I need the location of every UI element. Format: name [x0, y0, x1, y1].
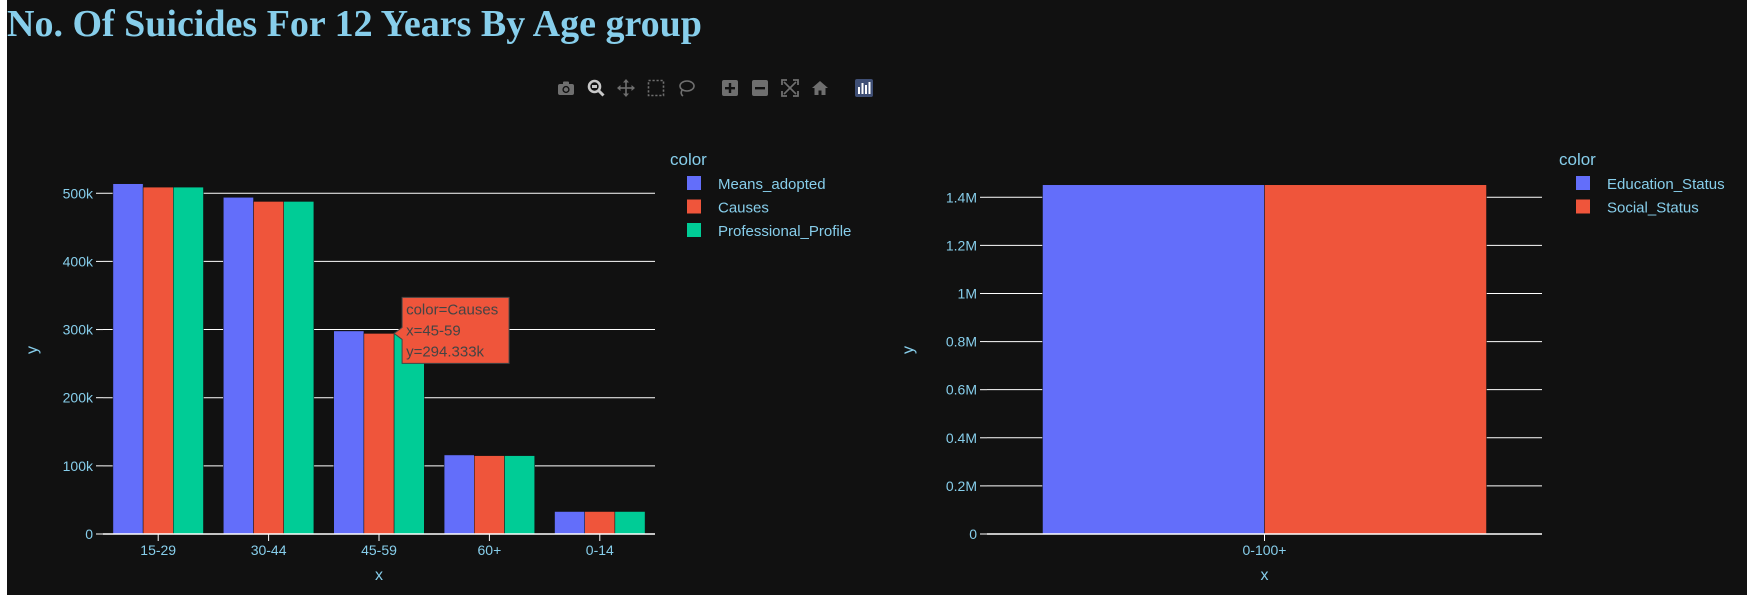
bar-means-adopted	[554, 511, 585, 535]
hover-tooltip-line: color=Causes	[406, 301, 498, 318]
legend-swatch	[687, 176, 701, 190]
x-axis-title: x	[1261, 567, 1269, 584]
bar-means-adopted	[443, 454, 475, 535]
zoom-in-icon[interactable]	[719, 77, 741, 99]
y-tick-label: 0.6M	[946, 382, 977, 398]
autoscale-icon[interactable]	[779, 77, 801, 99]
zoom-icon[interactable]	[585, 77, 607, 99]
bar-professional-profile	[283, 201, 315, 535]
camera-icon[interactable]	[555, 77, 577, 99]
bar-education-status	[1042, 184, 1265, 535]
y-tick-label: 300k	[63, 322, 94, 338]
y-tick-label: 1.2M	[946, 237, 977, 253]
bar-means-adopted	[223, 197, 254, 535]
x-tick-label: 45-59	[361, 542, 397, 558]
y-tick-label: 1.4M	[946, 189, 977, 205]
bar-causes	[474, 455, 505, 535]
legend-item-label: Professional_Profile	[718, 223, 851, 240]
legend-swatch	[687, 199, 701, 214]
hover-tooltip-line: x=45-59	[406, 322, 461, 339]
legend-swatch	[1576, 176, 1590, 190]
y-tick-label: 400k	[63, 253, 94, 269]
legend-item-label: Means_adopted	[718, 176, 826, 193]
x-tick-label: 0-100+	[1243, 542, 1287, 558]
legend-title: color	[1559, 150, 1596, 169]
bar-causes	[584, 511, 616, 535]
y-tick-label: 0.2M	[946, 478, 977, 494]
bar-professional-profile	[614, 511, 646, 535]
x-axis-title: x	[375, 567, 383, 584]
hover-tooltip	[393, 296, 510, 364]
pan-icon[interactable]	[615, 77, 637, 99]
bar-causes	[253, 201, 284, 535]
y-tick-label: 0	[969, 526, 977, 542]
bar-professional-profile	[504, 455, 535, 535]
y-tick-label: 0	[85, 526, 93, 542]
x-tick-label: 15-29	[140, 542, 176, 558]
box-select-icon[interactable]	[645, 77, 667, 99]
x-tick-label: 60+	[478, 542, 502, 558]
y-tick-label: 0.4M	[946, 430, 977, 446]
page-title: No. Of Suicides For 12 Years By Age grou…	[7, 3, 702, 45]
x-tick-label: 0-14	[586, 542, 614, 558]
legend-swatch	[687, 223, 701, 237]
modebar-toolbar	[555, 76, 883, 100]
y-tick-label: 200k	[63, 390, 94, 406]
bar-causes	[142, 186, 174, 535]
bar-means-adopted	[333, 330, 365, 535]
y-tick-label: 500k	[63, 185, 94, 201]
reset-axes-icon[interactable]	[809, 77, 831, 99]
bar-professional-profile	[173, 186, 204, 535]
legend-item-label: Social_Status	[1607, 200, 1699, 217]
chart-page: No. Of Suicides For 12 Years By Age grou…	[7, 0, 1747, 595]
zoom-out-icon[interactable]	[749, 77, 771, 99]
bar-causes	[363, 333, 395, 535]
y-axis-title: y	[900, 346, 917, 354]
legend-swatch	[1576, 199, 1590, 214]
hover-tooltip-line: y=294.333k	[406, 343, 484, 360]
lasso-icon[interactable]	[675, 77, 697, 99]
bar-means-adopted	[112, 183, 144, 535]
x-tick-label: 30-44	[251, 542, 287, 558]
charts-svg: 0 100k 200k 300k 400k 500k 15-29 30-44 45-59 60+ 0…	[24, 150, 1725, 584]
y-tick-label: 100k	[63, 458, 94, 474]
legend-title: color	[670, 150, 707, 169]
y-tick-label: 1M	[958, 285, 977, 301]
legend-item-label: Education_Status	[1607, 176, 1725, 193]
plotly-logo-icon[interactable]	[853, 77, 875, 99]
y-axis-title: y	[24, 346, 41, 354]
y-tick-label: 0.8M	[946, 334, 977, 350]
bar-social-status	[1264, 184, 1487, 535]
legend-item-label: Causes	[718, 200, 769, 217]
